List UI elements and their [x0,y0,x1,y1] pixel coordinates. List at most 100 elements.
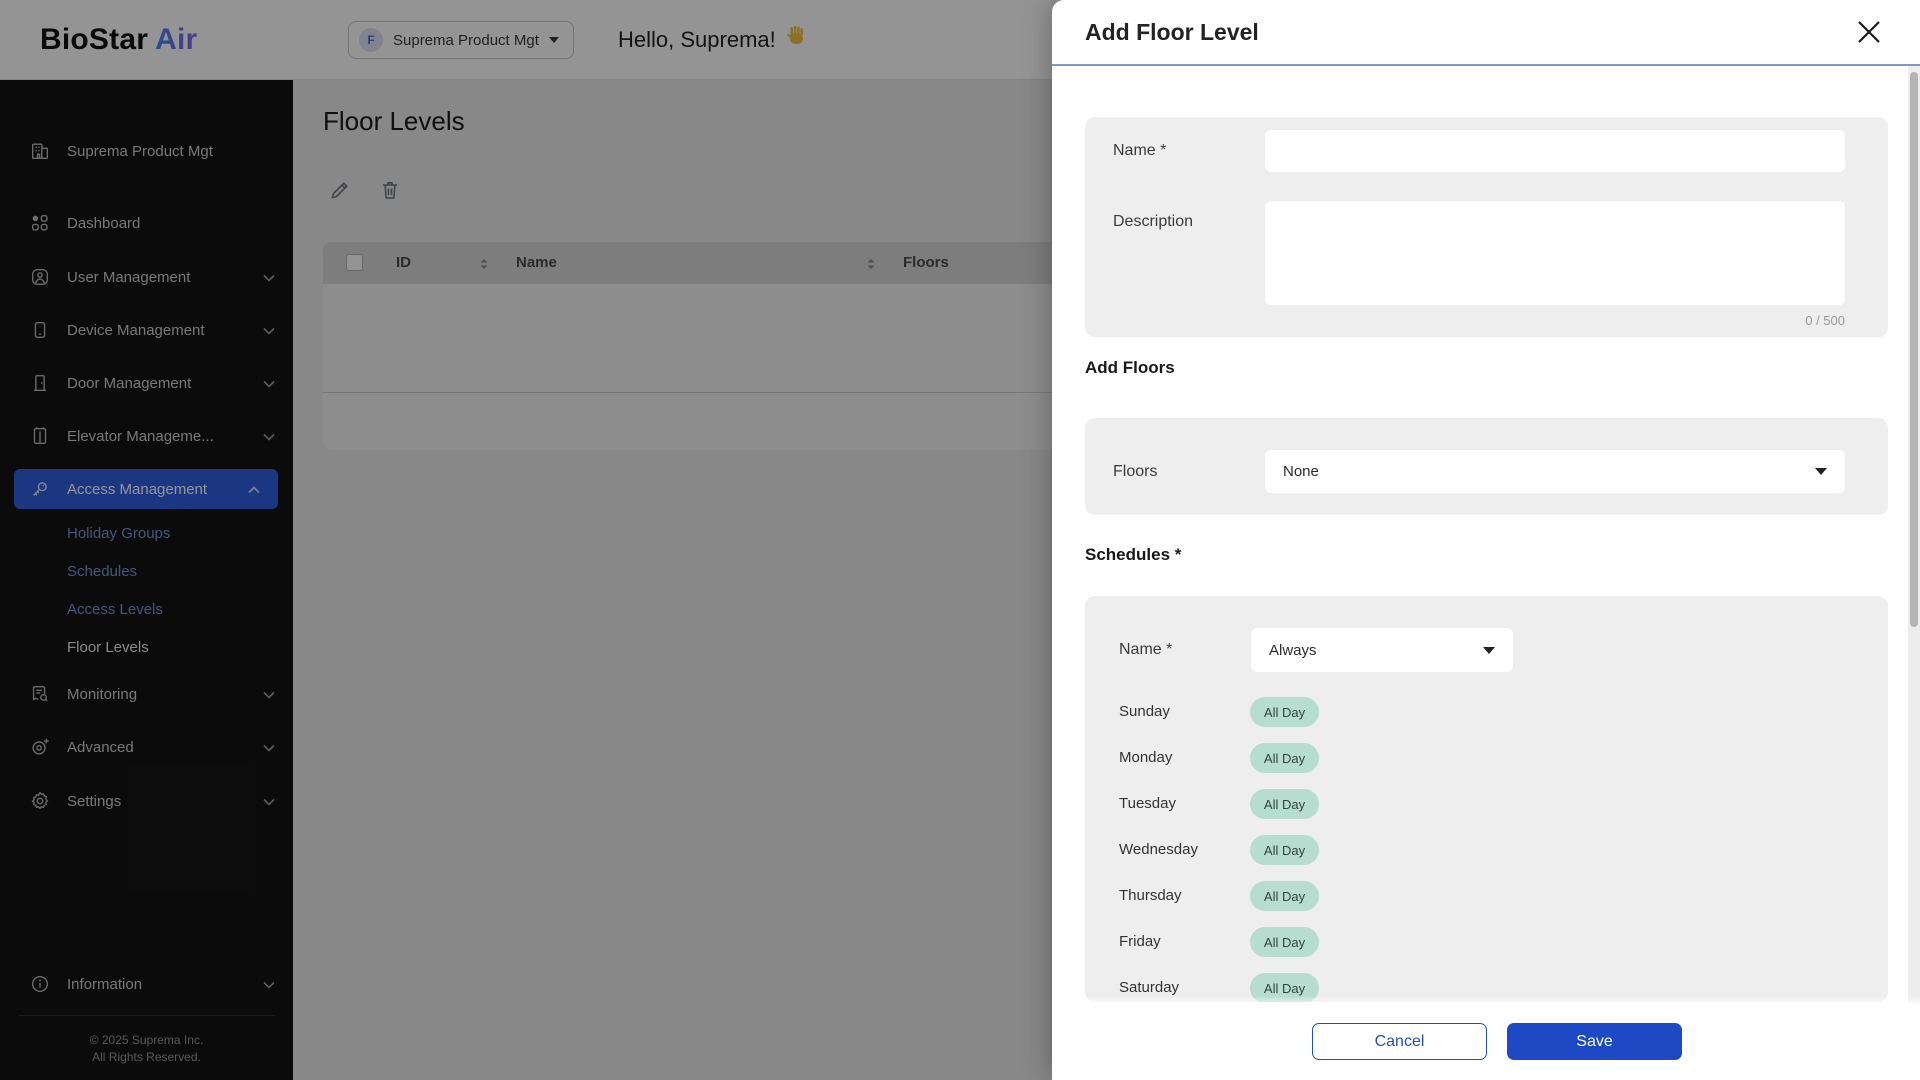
sort-icon[interactable] [478,257,490,269]
chevron-down-icon [263,793,275,810]
cancel-button[interactable]: Cancel [1312,1023,1487,1060]
day-label: Sunday [1119,703,1170,720]
scrollbar-thumb[interactable] [1910,72,1918,627]
schedules-heading: Schedules * [1085,545,1182,564]
schedule-select[interactable]: Always [1251,628,1513,672]
chevron-down-icon [263,686,275,703]
sidebar-item-label: Information [67,975,143,993]
drawer-scrollbar[interactable] [1908,66,1920,1003]
dashboard-icon [28,211,52,235]
sidebar-item-label: User Management [67,268,191,286]
chevron-down-icon [1815,468,1827,475]
sidebar-item-label: Access Management [67,480,208,498]
sidebar-subitem-holiday-groups[interactable]: Holiday Groups [67,525,171,542]
schedules-section: Name * Always Sunday All Day Monday All … [1085,596,1888,1002]
chevron-up-icon [248,481,260,498]
sidebar-item-elevator-management[interactable]: Elevator Manageme... [0,416,293,456]
gear-icon [28,789,52,813]
schedule-day-row: Friday All Day [1085,927,1888,957]
user-icon [28,265,52,289]
sidebar: Suprema Product Mgt Dashboard User Manag… [0,80,293,1080]
sidebar-subitem-floor-levels[interactable]: Floor Levels [67,639,149,656]
day-label: Thursday [1119,887,1182,904]
monitoring-icon [28,682,52,706]
name-description-section: Name * Description 0 / 500 [1085,117,1888,337]
column-header-id[interactable]: ID [396,254,411,271]
sidebar-item-label: Advanced [67,738,134,756]
device-icon [28,318,52,342]
sidebar-item-label: Suprema Product Mgt [67,142,213,160]
chevron-down-icon [263,739,275,756]
sidebar-item-advanced[interactable]: Advanced [0,727,293,767]
schedule-day-row: Monday All Day [1085,743,1888,773]
avatar: F [359,28,383,52]
close-icon[interactable] [1856,19,1882,45]
sort-icon[interactable] [865,257,877,269]
schedule-day-row: Wednesday All Day [1085,835,1888,865]
sidebar-subitem-schedules[interactable]: Schedules [67,563,138,580]
door-icon [28,371,52,395]
sidebar-item-suprema-product-mgt[interactable]: Suprema Product Mgt [0,131,293,171]
sidebar-item-monitoring[interactable]: Monitoring [0,674,293,714]
drawer-title: Add Floor Level [1085,19,1259,45]
schedule-name-label: Name * [1119,641,1173,658]
add-floor-level-drawer: Add Floor Level Name * Description 0 / 5… [1052,0,1920,1080]
chevron-down-icon [263,375,275,392]
sidebar-subitem-access-levels[interactable]: Access Levels [67,601,163,618]
drawer-header-divider [1052,64,1920,66]
sidebar-item-user-management[interactable]: User Management [0,257,293,297]
floors-select-value: None [1283,463,1319,480]
day-label: Friday [1119,933,1161,950]
schedule-day-row: Sunday All Day [1085,697,1888,727]
sidebar-item-label: Settings [67,792,122,810]
day-label: Wednesday [1119,841,1198,858]
day-label: Tuesday [1119,795,1176,812]
sidebar-item-dashboard[interactable]: Dashboard [0,203,293,243]
sidebar-item-label: Device Management [67,321,205,339]
select-all-checkbox[interactable] [346,254,363,271]
floors-label: Floors [1113,463,1158,480]
chevron-down-icon [263,428,275,445]
waving-hand-icon [785,25,809,55]
logo-accent: Air [155,23,198,56]
column-header-name[interactable]: Name [516,254,557,271]
schedule-day-row: Tuesday All Day [1085,789,1888,819]
schedule-select-value: Always [1269,641,1317,659]
chevron-down-icon [263,269,275,286]
all-day-badge: All Day [1250,835,1319,865]
edit-icon[interactable] [328,178,354,204]
sidebar-item-device-management[interactable]: Device Management [0,310,293,350]
day-label: Monday [1119,749,1173,766]
name-field[interactable] [1265,130,1845,172]
org-selector[interactable]: F Suprema Product Mgt [348,21,574,59]
sidebar-item-door-management[interactable]: Door Management [0,363,293,403]
description-field[interactable] [1265,201,1845,305]
sidebar-divider [18,1015,275,1016]
add-floors-heading: Add Floors [1085,358,1175,377]
sidebar-item-information[interactable]: Information [0,964,293,1004]
drawer-footer: Cancel Save [1052,996,1920,1080]
sidebar-item-settings[interactable]: Settings [0,781,293,821]
sidebar-item-access-management[interactable]: Access Management [14,469,278,509]
char-counter: 0 / 500 [1805,313,1845,328]
building-icon [28,139,52,163]
column-header-floors[interactable]: Floors [903,254,949,271]
schedule-day-row: Thursday All Day [1085,881,1888,911]
delete-icon[interactable] [378,178,404,204]
all-day-badge: All Day [1250,927,1319,957]
page-title: Floor Levels [323,106,465,136]
day-label: Saturday [1119,979,1180,996]
chevron-down-icon [548,37,559,43]
save-button[interactable]: Save [1507,1023,1682,1060]
chevron-down-icon [263,322,275,339]
advanced-icon [28,735,52,759]
description-label: Description [1113,213,1194,230]
app-logo: BioStar Air [40,0,197,80]
sidebar-item-label: Dashboard [67,214,141,232]
all-day-badge: All Day [1250,881,1319,911]
greeting-text: Hello, Suprema! [618,0,809,80]
floors-select[interactable]: None [1265,450,1845,493]
all-day-badge: All Day [1250,789,1319,819]
chevron-down-icon [263,976,275,993]
